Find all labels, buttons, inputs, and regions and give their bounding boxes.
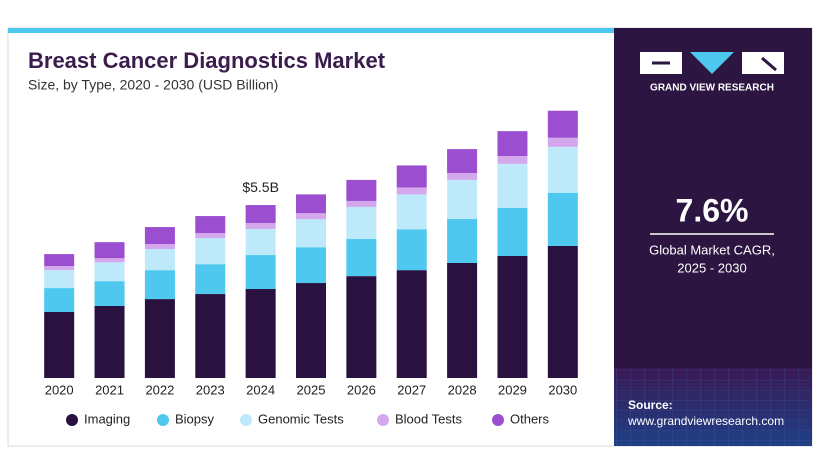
x-tick-label: 2028 (448, 382, 477, 397)
bar-segment (547, 245, 578, 378)
bar-segment (447, 172, 478, 180)
source-grid (614, 368, 812, 446)
bar-segment (447, 149, 478, 173)
bar-segment (497, 156, 528, 164)
bar-segment (296, 283, 326, 378)
bar-segment (44, 270, 75, 289)
x-tick-label: 2025 (297, 382, 326, 397)
bar-segment (144, 270, 175, 300)
bar-segment (144, 244, 175, 250)
x-tick-label: 2024 (246, 382, 275, 397)
bar-segment (245, 255, 276, 290)
bar-segment (497, 131, 528, 157)
bar-segment (44, 288, 75, 312)
bar-segment (547, 137, 578, 147)
bar-segment (94, 281, 125, 306)
x-tick-label: 2023 (196, 382, 225, 397)
logo (640, 52, 784, 74)
legend-label: Biopsy (175, 411, 215, 426)
annotation: $5.5B (242, 179, 279, 195)
bar-segment (144, 249, 175, 271)
bar-segment (296, 194, 326, 214)
bar-segment (44, 311, 75, 378)
brand-name: GRAND VIEW RESEARCH (650, 83, 774, 94)
accent-strip (8, 28, 614, 33)
bar-segment (497, 163, 528, 208)
bar-segment (245, 289, 276, 378)
x-tick-label: 2027 (397, 382, 426, 397)
legend-swatch (157, 414, 169, 426)
bar-segment (144, 227, 175, 245)
x-tick-label: 2022 (145, 382, 174, 397)
bar-segment (296, 219, 326, 248)
legend-label: Others (510, 411, 550, 426)
bar-segment (396, 270, 427, 378)
bar-segment (547, 110, 578, 138)
bar-segment (396, 229, 427, 271)
x-tick-label: 2029 (498, 382, 527, 397)
logo-block (742, 52, 784, 74)
bar-segment (497, 255, 528, 378)
source-url: www.grandviewresearch.com (627, 414, 784, 428)
bar-segment (144, 299, 175, 378)
legend-label: Genomic Tests (258, 411, 344, 426)
bar-segment (447, 262, 478, 378)
legend-swatch (240, 414, 252, 426)
bar-segment (396, 165, 427, 188)
bar-segment (44, 266, 75, 271)
chart-title: Breast Cancer Diagnostics Market (28, 48, 386, 73)
bar-segment (396, 187, 427, 195)
bar-segment (497, 207, 528, 256)
bar-segment (245, 205, 276, 223)
logo-cut (652, 56, 777, 72)
bar-segment (547, 146, 578, 193)
bar-segment (94, 258, 125, 263)
x-tick-label: 2030 (548, 382, 577, 397)
cagr-value: 7.6% (676, 192, 749, 228)
bar-segment (547, 192, 578, 246)
bar-segment (346, 200, 377, 207)
bar-segment (346, 239, 377, 277)
bar-segment (195, 233, 226, 239)
bar-segment (447, 218, 478, 263)
bar-segment (195, 294, 226, 378)
bar-segment (245, 222, 276, 229)
legend-label: Blood Tests (395, 411, 462, 426)
x-tick-label: 2020 (45, 382, 74, 397)
plot: 2020 2021 2022 2023 2024 $5.5B 2025 2026 2027 202… (44, 110, 578, 426)
bar-segment (94, 262, 125, 282)
x-tick-label: 2026 (347, 382, 376, 397)
bar-segment (296, 247, 326, 284)
bar-segment (346, 276, 377, 378)
legend-label: Imaging (84, 411, 130, 426)
x-tick-label: 2021 (95, 382, 124, 397)
legend-swatch (492, 414, 504, 426)
bar-segment (195, 216, 226, 234)
bar-segment (44, 254, 75, 267)
bar-segment (296, 213, 326, 220)
bar-segment (447, 179, 478, 219)
logo-triangle (690, 52, 734, 74)
legend-swatch (66, 414, 78, 426)
chart-subtitle: Size, by Type, 2020 - 2030 (USD Billion) (28, 77, 278, 93)
bar-segment (195, 264, 226, 295)
bar-segment (94, 242, 125, 259)
bar-segment (346, 206, 377, 240)
cagr-label: Global Market CAGR, (649, 242, 775, 257)
bar-segment (245, 228, 276, 256)
bar-segment (346, 179, 377, 201)
source-label: Source: (628, 398, 673, 412)
bar-segment (94, 305, 125, 378)
legend-swatch (377, 414, 389, 426)
bar-segment (396, 194, 427, 230)
cagr-period: 2025 - 2030 (677, 260, 746, 275)
bar-segment (195, 238, 226, 265)
